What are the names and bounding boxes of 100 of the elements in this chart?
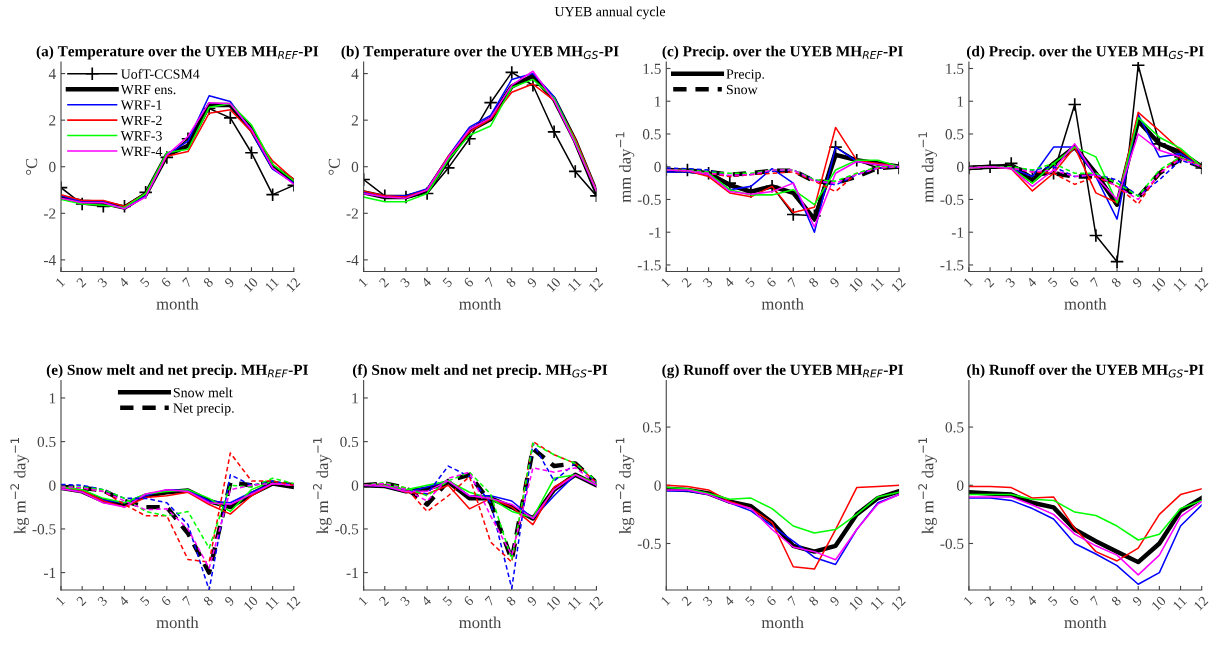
y-tick-label: -1.5 (940, 260, 964, 271)
x-tick-label: 3 (97, 595, 108, 607)
chart-title: (b) Temperature over the UYEB MH$_{GS}$-PI (341, 45, 619, 60)
x-tick-label: 7 (484, 277, 496, 288)
x-tick-label: 11 (869, 595, 885, 611)
y-tick-label: -0.5 (637, 194, 661, 205)
x-tick-label: 11 (1172, 277, 1188, 292)
x-tick-label: 5 (442, 277, 453, 288)
x-tick-label: 12 (285, 277, 301, 293)
chart-title: (f) Snow melt and net precip. MH$_{GS}$-PI (352, 364, 608, 379)
x-axis-title: month (156, 297, 199, 310)
x-tick-label: 9 (224, 277, 235, 288)
x-tick-label: 2 (76, 595, 87, 607)
legend-label: Snow (726, 84, 758, 95)
x-tick-label: 11 (264, 277, 280, 292)
x-tick-label: 11 (567, 595, 582, 611)
text: UYEB annual cycle (554, 6, 666, 20)
x-tick-label: 3 (702, 277, 714, 288)
legend-label: UofT-CCSM4 (121, 68, 200, 79)
x-tick-label: 9 (526, 277, 538, 288)
x-tick-label: 12 (1193, 595, 1209, 611)
y-tick-label: 0.5 (642, 129, 661, 140)
x-tick-label: 5 (1047, 277, 1059, 288)
x-tick-label: 2 (378, 277, 390, 288)
x-axis-title: month (459, 297, 502, 310)
x-tick-label: 6 (463, 276, 475, 288)
x-tick-label: 7 (182, 277, 193, 288)
x-tick-label: 8 (202, 595, 214, 607)
x-tick-label: 8 (202, 277, 214, 288)
y-tick-label: 0 (956, 161, 964, 173)
y-tick-label: 1 (352, 393, 358, 404)
x-tick-label: 7 (1090, 277, 1101, 288)
x-tick-label: 12 (890, 595, 906, 611)
x-tick-label: 8 (505, 595, 517, 607)
x-tick-label: 2 (983, 277, 995, 288)
x-tick-label: 11 (567, 277, 582, 292)
x-tick-label: 4 (420, 276, 432, 288)
y-tick-label: 0.5 (37, 436, 56, 448)
x-tick-label: 1 (963, 277, 974, 288)
y-axis-title: °C (328, 158, 340, 175)
y-tick-label: -4 (346, 255, 359, 266)
chart-title: (d) Precip. over the UYEB MH$_{GS}$-PI (966, 45, 1204, 60)
x-tick-label: 6 (160, 276, 172, 288)
x-tick-label: 2 (681, 277, 692, 288)
y-tick-label: -0.5 (637, 538, 661, 550)
chart-title: (g) Runoff over the UYEB MH$_{REF}$-PI (662, 364, 904, 379)
y-tick-label: 0 (49, 161, 56, 173)
x-tick-label: 5 (442, 595, 453, 607)
y-axis-title: kg m$^{−2}$ day$^{−1}$ (10, 437, 29, 534)
y-tick-label: -0.5 (335, 524, 359, 535)
x-tick-label: 12 (285, 595, 301, 611)
x-tick-label: 2 (983, 595, 995, 607)
x-tick-label: 9 (1131, 595, 1143, 607)
x-tick-label: 7 (787, 277, 798, 288)
x-tick-label: 10 (545, 277, 562, 293)
chart-title: (e) Snow melt and net precip. MH$_{REF}$-PI (46, 364, 308, 379)
x-tick-label: 9 (526, 595, 538, 607)
y-axis-title: kg m$^{−2}$ day$^{−1}$ (312, 437, 332, 534)
x-tick-label: 4 (118, 276, 130, 288)
x-tick-label: 7 (484, 595, 496, 606)
x-axis-title: month (1064, 616, 1107, 629)
legend-label: WRF-4 (120, 146, 163, 157)
chart-title: (a) Temperature over the UYEB MH$_{REF}$-PI (36, 45, 319, 60)
y-axis-title: kg m$^{−2}$ day$^{−1}$ (615, 437, 635, 534)
chart-title: (c) Precip. over the UYEB MH$_{REF}$-PI (662, 45, 903, 60)
legend-label: Net precip. (173, 403, 234, 416)
y-tick-label: 0 (654, 161, 661, 173)
x-tick-label: 1 (963, 595, 974, 606)
x-tick-label: 9 (829, 277, 841, 288)
x-tick-label: 6 (765, 276, 777, 288)
y-tick-label: 4 (48, 68, 56, 79)
x-tick-label: 6 (1068, 276, 1080, 288)
y-tick-label: -4 (43, 255, 56, 266)
x-tick-label: 9 (1131, 277, 1143, 288)
y-tick-label: -1 (649, 227, 661, 238)
x-tick-label: 12 (588, 277, 604, 293)
y-tick-label: -2 (43, 208, 56, 219)
y-axis-title: kg m$^{−2}$ day$^{−1}$ (918, 437, 937, 534)
legend-label: WRF-1 (120, 100, 162, 110)
y-tick-label: -0.5 (940, 538, 964, 550)
legend-label: WRF ens. (120, 84, 176, 95)
x-tick-label: 5 (1047, 595, 1059, 607)
x-tick-label: 10 (848, 277, 864, 293)
y-tick-label: 2 (49, 115, 56, 126)
x-tick-label: 9 (829, 595, 841, 607)
y-tick-label: 0 (351, 480, 359, 491)
x-tick-label: 7 (787, 595, 798, 606)
x-tick-label: 10 (545, 595, 562, 611)
x-axis-title: month (459, 616, 502, 629)
x-tick-label: 10 (243, 277, 259, 293)
x-tick-label: 2 (378, 595, 390, 607)
legend-label: Snow melt (173, 387, 233, 398)
y-tick-label: 0.5 (945, 129, 964, 140)
y-axis-title: °C (26, 158, 38, 175)
y-axis-title: mm day$^{−1}$ (615, 132, 635, 203)
y-tick-label: -0.5 (940, 194, 964, 205)
y-tick-label: 1 (655, 96, 661, 107)
x-tick-label: 2 (681, 595, 692, 607)
y-tick-label: 0.5 (642, 422, 661, 433)
y-tick-label: 0 (654, 480, 661, 491)
